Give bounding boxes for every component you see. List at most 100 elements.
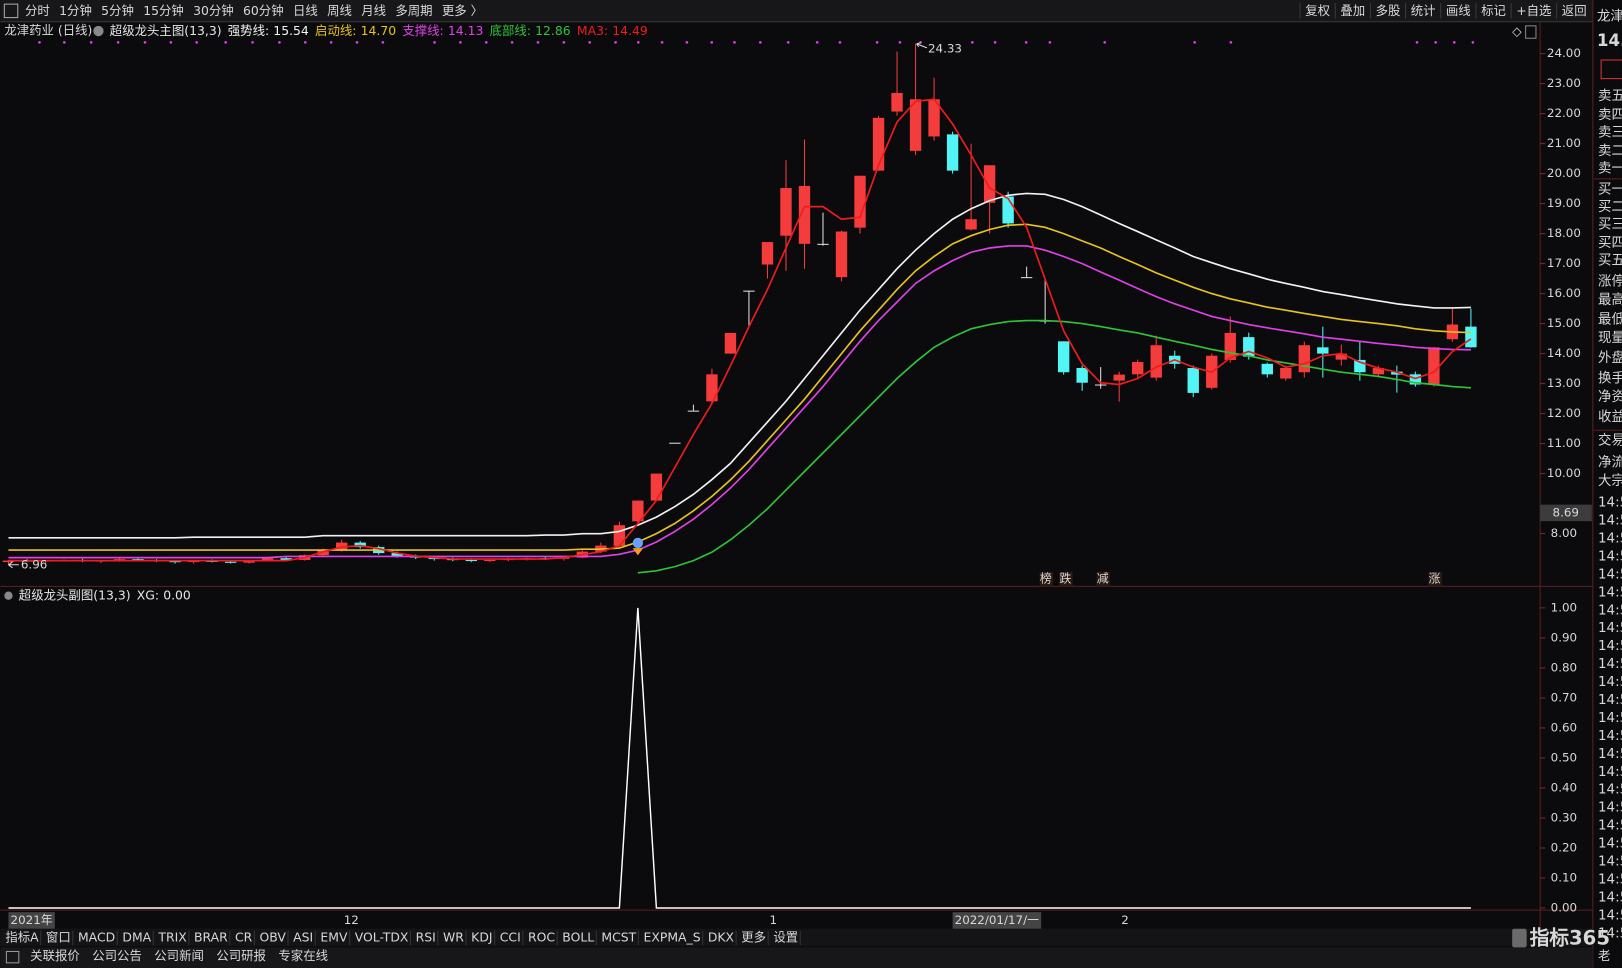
quote-row: 净资 — [1598, 389, 1622, 405]
tool-button[interactable]: 统计 — [1411, 3, 1436, 18]
trade-button[interactable] — [1600, 59, 1622, 80]
signal-dot — [875, 41, 879, 44]
tick-time: 14:5 — [1598, 675, 1622, 690]
period-tab[interactable]: 5分钟 — [101, 3, 134, 18]
indicator-tab[interactable]: TRIX — [157, 930, 187, 945]
period-tab[interactable]: 1分钟 — [59, 3, 92, 18]
tool-button[interactable]: 返回 — [1562, 3, 1587, 18]
signal-dot — [484, 41, 488, 44]
y-tick-label: 20.00 — [1547, 166, 1581, 180]
series-line — [8, 223, 1471, 551]
indicator-tab[interactable]: KDJ — [471, 930, 492, 945]
status-link[interactable]: 公司新闻 — [154, 948, 204, 963]
signal-dot — [1415, 41, 1419, 44]
indicator-tab[interactable]: DKX — [708, 930, 735, 945]
tool-button[interactable]: 画线 — [1446, 3, 1471, 18]
tool-button[interactable]: 多股 — [1376, 3, 1401, 18]
indicator-tab[interactable]: BOLL — [562, 930, 594, 945]
series-line — [637, 319, 1471, 574]
candle-body — [1465, 326, 1477, 348]
period-tab[interactable]: 60分钟 — [243, 3, 284, 18]
period-tab[interactable]: 30分钟 — [193, 3, 234, 18]
tick-time: 14:5 — [1598, 532, 1622, 547]
tick-time: 14:5 — [1598, 854, 1622, 869]
candle-body — [261, 558, 274, 561]
y-tick-label: 0.10 — [1551, 871, 1577, 885]
indicator-tab[interactable]: 窗口 — [46, 930, 71, 945]
candle-body — [1261, 363, 1273, 375]
status-link[interactable]: 公司公告 — [92, 948, 142, 963]
tool-button[interactable]: +自选 — [1516, 3, 1551, 18]
candle-body — [1113, 374, 1125, 381]
indicator-tab[interactable]: MACD — [78, 930, 115, 945]
tool-button[interactable]: 复权 — [1305, 3, 1330, 18]
signal-dot — [1193, 41, 1197, 44]
candle-body — [632, 500, 644, 522]
watermark: 指标365 — [1530, 927, 1610, 950]
y-tick-label: 16.00 — [1547, 286, 1581, 300]
quote-row: 现量 — [1598, 330, 1622, 346]
watermark-logo — [1512, 928, 1527, 948]
quote-footer: 老 — [1598, 948, 1610, 963]
candle-body — [187, 560, 200, 563]
indicator-tab[interactable]: DMA — [122, 930, 151, 945]
indicator-tab[interactable]: 指标A — [5, 930, 39, 945]
signal-dot — [1103, 41, 1107, 44]
signal-dot — [970, 41, 974, 44]
period-tab[interactable]: 周线 — [327, 3, 352, 18]
quote-row: 卖二 — [1598, 143, 1622, 159]
candle-body — [1298, 345, 1310, 373]
candle-body — [224, 561, 237, 563]
period-tab[interactable]: 月线 — [361, 3, 386, 18]
y-tick-label: 21.00 — [1547, 136, 1581, 150]
quote-row: 净流 — [1598, 454, 1622, 470]
candle-body — [243, 560, 255, 563]
candle-body — [280, 558, 292, 560]
period-tab[interactable]: 分时 — [25, 3, 50, 18]
signal-dot — [381, 41, 385, 44]
indicator-tab[interactable]: WR — [443, 930, 464, 945]
indicator-tab[interactable]: ROC — [528, 930, 555, 945]
indicator-tab[interactable]: BRAR — [194, 930, 228, 945]
indicator-tab[interactable]: RSI — [416, 930, 436, 945]
indicator-tab[interactable]: 设置 — [773, 930, 798, 945]
signal-dot — [815, 41, 819, 44]
indicator-tab[interactable]: 更多 — [741, 930, 766, 945]
indicator-tab[interactable]: VOL-TDX — [355, 930, 409, 945]
signal-dot — [685, 41, 689, 44]
cursor-date-box — [8, 912, 55, 929]
tool-button[interactable]: 标记 — [1481, 3, 1506, 18]
candle-body — [965, 219, 977, 230]
indicator-tab[interactable]: CCI — [500, 930, 521, 945]
period-tab[interactable]: 日线 — [293, 3, 318, 18]
indicator-tab[interactable]: OBV — [260, 930, 287, 945]
status-link[interactable]: 公司研报 — [216, 948, 266, 963]
candle-body — [317, 550, 329, 556]
status-link[interactable]: 专家在线 — [278, 948, 328, 963]
period-tab[interactable]: 多周期 — [395, 3, 432, 18]
tick-time: 14:5 — [1598, 639, 1622, 654]
series-line — [8, 607, 1471, 909]
y-tick-label: 0.50 — [1551, 750, 1577, 764]
signal-box — [1039, 571, 1053, 587]
window-icon — [3, 3, 19, 19]
indicator-tab[interactable]: ASI — [293, 930, 313, 945]
candle-body — [1317, 347, 1329, 354]
tick-time: 14:5 — [1598, 729, 1622, 744]
period-tab[interactable]: 更多 〉 — [442, 3, 483, 18]
tool-button[interactable]: 叠加 — [1340, 3, 1365, 18]
indicator-tab[interactable]: CR — [235, 930, 253, 945]
status-link[interactable]: 关联报价 — [30, 948, 80, 963]
indicator-tab[interactable]: MCST — [601, 930, 636, 945]
quote-row: 交易 — [1598, 432, 1622, 449]
x-tick-label: 1 — [770, 913, 778, 927]
signal-dot — [636, 41, 640, 44]
indicator-tab[interactable]: EMV — [320, 930, 348, 945]
candle-body — [946, 134, 959, 171]
indicator-tab[interactable]: EXPMA_S — [644, 930, 701, 945]
period-tab[interactable]: 15分钟 — [143, 3, 184, 18]
signal-box — [1428, 571, 1442, 587]
y-tick-label: 8.00 — [1551, 526, 1577, 540]
candle-body — [169, 561, 181, 563]
